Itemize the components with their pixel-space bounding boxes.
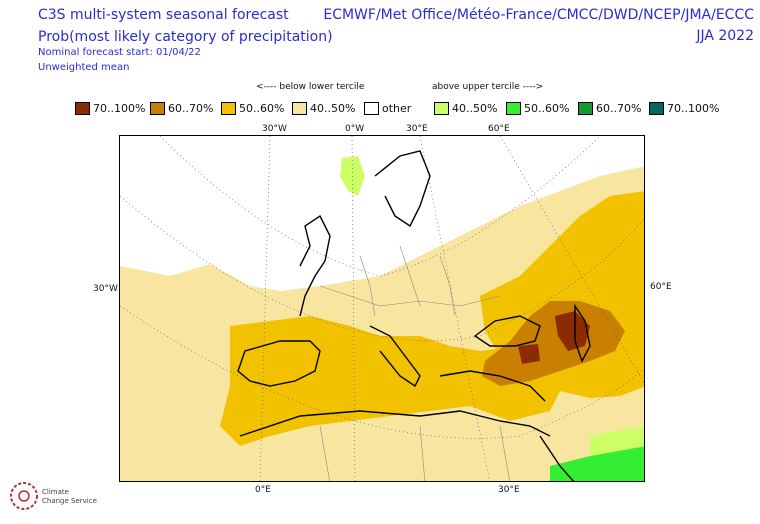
lon-label-60e-top: 60°E: [488, 124, 510, 134]
legend-swatch: [434, 102, 449, 115]
legend-swatch: [506, 102, 521, 115]
legend-label: other: [382, 102, 412, 115]
forecast-map: [119, 135, 645, 482]
legend-swatch: [150, 102, 165, 115]
legend-swatch: [364, 102, 379, 115]
region-below-60-70: [482, 301, 625, 386]
coastlines: [237, 150, 591, 481]
legend-label: 40..50%: [310, 102, 356, 115]
lon-label-0e-bottom: 0°E: [255, 485, 271, 495]
above-tercile-label: above upper tercile ---->: [432, 82, 544, 92]
legend-swatch: [578, 102, 593, 115]
chart-subtitle: Prob(most likely category of precipitati…: [38, 29, 333, 45]
nominal-start-text: Nominal forecast start: 01/04/22: [38, 47, 201, 58]
graticule: [120, 136, 644, 481]
legend-label: 50..60%: [524, 102, 570, 115]
chart-title: C3S multi-system seasonal forecast: [38, 7, 289, 23]
logo-text-line1: Climate: [42, 488, 69, 496]
legend-label: 40..50%: [452, 102, 498, 115]
legend-label: 60..70%: [596, 102, 642, 115]
season-title: JJA 2022: [696, 28, 754, 44]
climate-change-service-logo: Climate Change Service: [4, 478, 114, 520]
lon-label-30w-left: 30°W: [93, 284, 118, 294]
legend-label: 70..100%: [93, 102, 146, 115]
logo-mark-icon: [10, 482, 38, 510]
map-svg: [120, 136, 644, 481]
below-tercile-label: <---- below lower tercile: [256, 82, 365, 92]
logo-text-line2: Change Service: [42, 497, 97, 505]
region-below-70-100-a: [555, 311, 590, 351]
lon-label-60e-right: 60°E: [650, 282, 672, 292]
legend-label: 50..60%: [239, 102, 285, 115]
region-above-40-50-southeast: [590, 426, 644, 456]
legend-swatch: [649, 102, 664, 115]
lon-label-0w-top: 0°W: [345, 124, 365, 134]
centres-title: ECMWF/Met Office/Météo-France/CMCC/DWD/N…: [323, 7, 754, 23]
region-below-70-100-b: [518, 344, 540, 364]
country-borders: [319, 245, 510, 481]
region-below-50-60-west: [220, 316, 560, 446]
legend-label: 60..70%: [168, 102, 214, 115]
lon-label-30w-top: 30°W: [262, 124, 287, 134]
region-above-50-60-southeast: [550, 446, 644, 481]
lon-label-30e-top: 30°E: [406, 124, 428, 134]
legend-swatch: [292, 102, 307, 115]
weighting-text: Unweighted mean: [38, 62, 130, 73]
legend-label: 70..100%: [667, 102, 720, 115]
legend-swatch: [75, 102, 90, 115]
lon-label-30e-bottom: 30°E: [498, 485, 520, 495]
legend-swatch: [221, 102, 236, 115]
